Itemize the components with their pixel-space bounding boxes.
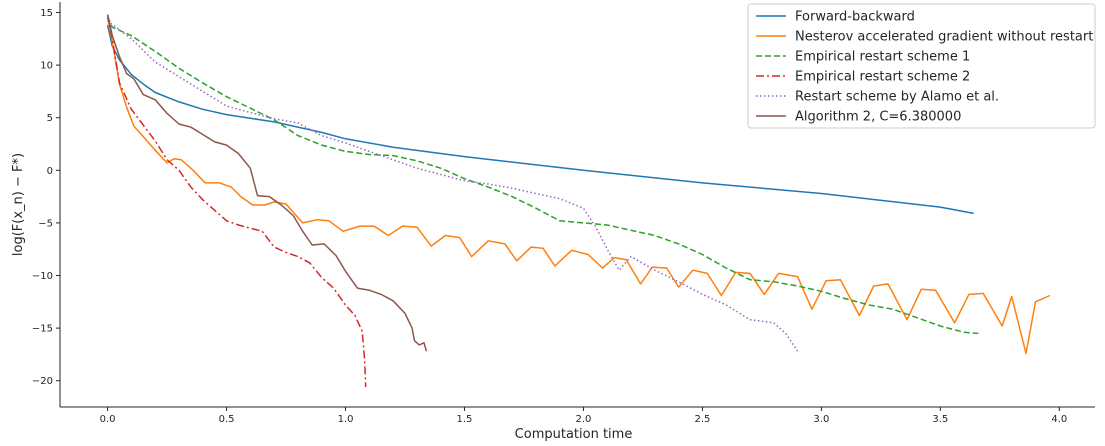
x-tick-label: 0.0 [100,414,116,425]
legend-label-5: Restart scheme by Alamo et al. [795,90,999,105]
series-layer [106,14,1051,388]
series-line-3 [106,16,979,335]
y-tick-label: −20 [32,376,53,387]
y-tick-label: 5 [47,113,53,124]
legend-label-2: Nesterov accelerated gradient without re… [795,30,1093,45]
series-line-6 [106,14,428,352]
x-tick-label: 2.5 [694,414,710,425]
y-tick-label: −10 [32,271,53,282]
x-tick-label: 1.0 [338,414,354,425]
series-line-2 [106,17,1051,355]
y-tick-label: 0 [47,166,53,177]
series-line-5 [107,20,799,352]
x-axis-label: Computation time [515,427,633,442]
x-tick-label: 3.0 [813,414,829,425]
legend-box [747,3,1096,129]
y-axis-label: log(F(x_n) − F*) [11,153,26,256]
y-tick-label: −5 [38,218,53,229]
x-tick-label: 1.5 [457,414,473,425]
legend-label-4: Empirical restart scheme 2 [795,70,970,85]
axes: 0.0 0.5 1.0 1.5 2.0 2.5 3.0 3.5 4.0 15 10 5 0 −5 −10 −1… [11,2,1095,442]
legend-label-1: Forward-backward [795,10,915,25]
x-tick-label: 3.5 [932,414,948,425]
legend-label-6: Algorithm 2, C=6.380000 [795,110,961,125]
x-tick-label: 4.0 [1051,414,1067,425]
y-tick-label: 15 [40,8,53,19]
y-tick-label: −15 [32,324,53,335]
y-tick-label: 10 [40,61,53,72]
legend-label-3: Empirical restart scheme 1 [795,50,970,65]
series-line-4 [106,14,367,388]
x-tick-label: 0.5 [219,414,235,425]
series-line-1 [106,24,974,215]
x-tick-label: 2.0 [575,414,591,425]
legend: Forward-backward Nesterov accelerated gra… [747,3,1096,129]
